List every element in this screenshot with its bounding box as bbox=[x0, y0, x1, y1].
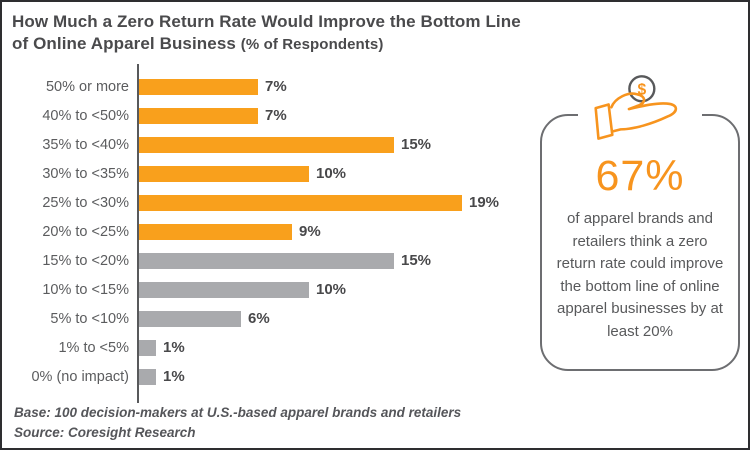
value-label: 15% bbox=[401, 136, 432, 153]
bar-row: 1% to <5% 1% bbox=[10, 333, 535, 362]
chart-title: How Much a Zero Return Rate Would Improv… bbox=[2, 2, 748, 56]
bar-row: 10% to <15% 10% bbox=[10, 275, 535, 304]
category-label: 10% to <15% bbox=[42, 281, 129, 298]
stat-value: 67% bbox=[595, 152, 685, 200]
callout-box: $ 67% of apparel brands and retailers th… bbox=[540, 74, 740, 371]
bar bbox=[139, 339, 156, 356]
category-label: 5% to <10% bbox=[50, 310, 129, 327]
bar-row: 50% or more 7% bbox=[10, 72, 535, 101]
category-label: 40% to <50% bbox=[42, 107, 129, 124]
base-note: Base: 100 decision-makers at U.S.-based … bbox=[14, 405, 462, 420]
source-note: Source: Coresight Research bbox=[14, 425, 196, 441]
category-label: 35% to <40% bbox=[42, 136, 129, 153]
chart-title-line1: How Much a Zero Return Rate Would Improv… bbox=[12, 12, 521, 31]
svg-text:$: $ bbox=[637, 81, 646, 98]
footnotes: Base: 100 decision-makers at U.S.-based … bbox=[14, 403, 461, 444]
bar bbox=[139, 223, 292, 240]
category-label: 30% to <35% bbox=[42, 165, 129, 182]
value-label: 15% bbox=[401, 252, 432, 269]
value-label: 10% bbox=[316, 281, 347, 298]
chart-subtitle: (% of Respondents) bbox=[240, 36, 384, 54]
value-label: 10% bbox=[316, 165, 347, 182]
y-axis-line bbox=[137, 64, 139, 403]
category-label: 0% (no impact) bbox=[31, 368, 129, 385]
category-label: 25% to <30% bbox=[42, 194, 129, 211]
bar bbox=[139, 136, 394, 153]
chart-title-line2: of Online Apparel Business (% of Respond… bbox=[12, 34, 384, 54]
category-label: 50% or more bbox=[45, 78, 129, 95]
bar-row: 40% to <50% 7% bbox=[10, 101, 535, 130]
bar bbox=[139, 194, 462, 211]
bar bbox=[139, 107, 258, 124]
category-label: 20% to <25% bbox=[42, 223, 129, 240]
value-label: 7% bbox=[265, 107, 287, 124]
value-label: 9% bbox=[299, 223, 321, 240]
bar bbox=[139, 252, 394, 269]
dollar-circle-icon: $ bbox=[628, 75, 656, 103]
dollar-in-hand-icon: $ bbox=[578, 74, 702, 146]
bar bbox=[139, 310, 241, 327]
bar bbox=[139, 368, 156, 385]
bar bbox=[139, 165, 309, 182]
bar-rows: 50% or more 7% 40% to <50% 7% 35% to <40% 15%… bbox=[10, 72, 535, 391]
category-label: 15% to <20% bbox=[42, 252, 129, 269]
bar-row: 0% (no impact) 1% bbox=[10, 362, 535, 391]
bar bbox=[139, 78, 258, 95]
value-label: 6% bbox=[248, 310, 270, 327]
bar-row: 5% to <10% 6% bbox=[10, 304, 535, 333]
bar-row: 25% to <30% 19% bbox=[10, 188, 535, 217]
bar-row: 15% to <20% 15% bbox=[10, 246, 535, 275]
value-label: 19% bbox=[469, 194, 500, 211]
bar-row: 20% to <25% 9% bbox=[10, 217, 535, 246]
bar bbox=[139, 281, 309, 298]
dollar-in-hand-svg: $ bbox=[594, 75, 678, 140]
bar-row: 35% to <40% 15% bbox=[10, 130, 535, 159]
callout-text: of apparel brands and retailers think a … bbox=[556, 210, 724, 340]
hand-icon bbox=[594, 92, 678, 140]
bar-row: 30% to <35% 10% bbox=[10, 159, 535, 188]
value-label: 1% bbox=[163, 368, 185, 385]
bar-chart: 50% or more 7% 40% to <50% 7% 35% to <40% 15%… bbox=[10, 64, 535, 403]
category-label: 1% to <5% bbox=[58, 339, 129, 356]
value-label: 1% bbox=[163, 339, 185, 356]
value-label: 7% bbox=[265, 78, 287, 95]
